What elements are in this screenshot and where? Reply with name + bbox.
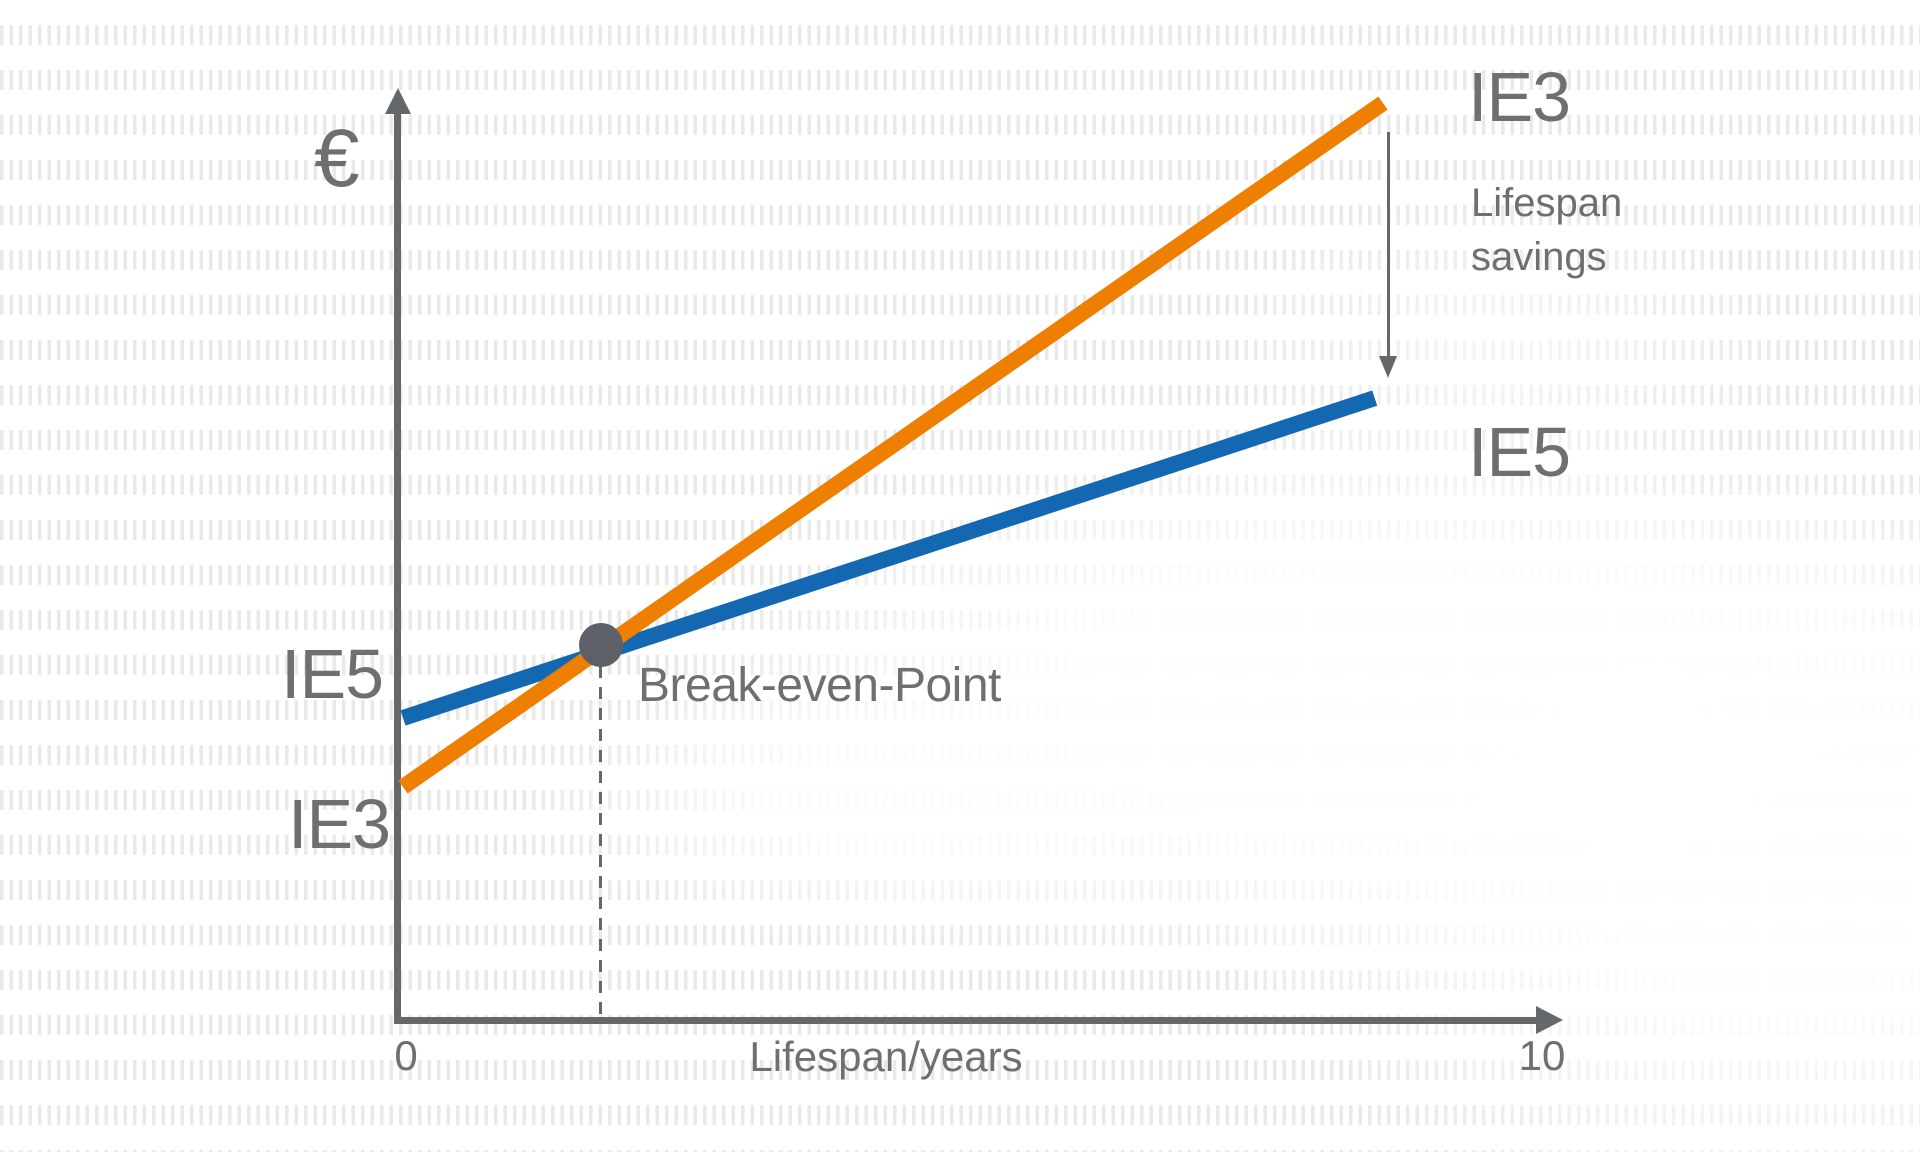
y-axis-unit-label: € (314, 113, 360, 204)
break-even-label: Break-even-Point (638, 659, 1001, 712)
x-axis-line (394, 1017, 1538, 1024)
x-tick-label-10: 10 (1518, 1032, 1566, 1079)
y-axis-arrow-icon (385, 88, 411, 114)
savings-arrowhead-icon (1379, 356, 1397, 378)
break-even-marker (579, 623, 623, 667)
x-tick-label-0: 0 (394, 1032, 418, 1079)
y-axis-line (394, 110, 401, 1024)
ie5-start-label: IE5 (281, 635, 384, 713)
lifespan-savings-label: Lifespan savings (1471, 176, 1622, 284)
x-axis-title: Lifespan/years (749, 1033, 1023, 1080)
break-even-dashed-line (599, 645, 602, 1020)
savings-label-line2: savings (1471, 235, 1607, 279)
savings-label-line1: Lifespan (1471, 181, 1623, 225)
ie3-start-label: IE3 (288, 785, 391, 863)
ie5-end-label: IE5 (1468, 413, 1571, 491)
x-axis-arrow-icon (1536, 1006, 1563, 1034)
savings-arrow-line (1387, 132, 1390, 358)
ie3-end-label: IE3 (1468, 58, 1571, 136)
